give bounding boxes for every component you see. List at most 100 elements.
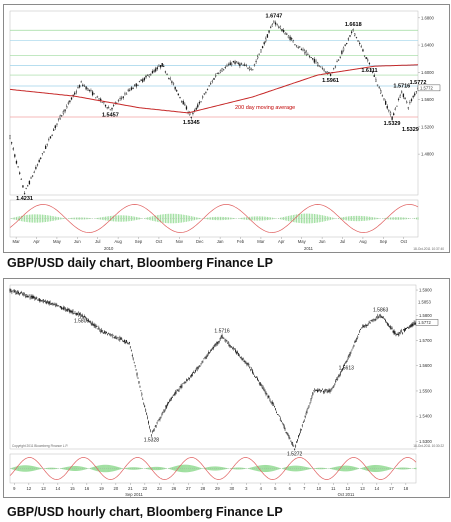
candle-body <box>109 334 111 337</box>
oscillator-bar <box>205 467 207 470</box>
oscillator-bar <box>172 466 174 471</box>
candle-body <box>289 36 291 40</box>
oscillator-bar <box>299 465 300 472</box>
candle-body <box>398 333 400 336</box>
oscillator-bar <box>412 218 414 219</box>
candle-body <box>406 328 407 330</box>
candle-body <box>93 93 95 95</box>
x-tick-label: Oct <box>400 239 407 244</box>
oscillator-bar <box>414 467 416 470</box>
oscillator-bar <box>370 216 372 221</box>
oscillator-bar <box>291 215 293 222</box>
x-tick-label: Jan <box>217 239 224 244</box>
candle-body <box>362 49 364 52</box>
candle-body <box>389 112 392 115</box>
oscillator-bar <box>381 465 383 472</box>
candle-body <box>270 400 272 402</box>
candle-body <box>30 295 32 297</box>
oscillator-bar <box>225 467 227 470</box>
x-tick-label: Nov <box>176 239 184 244</box>
candle-body <box>369 322 371 324</box>
oscillator-bar <box>287 466 289 471</box>
oscillator-bar <box>260 465 262 472</box>
candle-body <box>275 408 277 410</box>
candle-body <box>342 47 345 51</box>
candle-body <box>312 392 314 395</box>
candle-body <box>169 78 171 80</box>
oscillator-bar <box>273 466 275 471</box>
oscillator-bar <box>213 466 214 471</box>
candle-body <box>258 53 260 55</box>
candle-body <box>44 145 47 149</box>
candle-body <box>384 101 387 105</box>
candle-body <box>84 316 85 318</box>
x-tick-label: 13 <box>360 486 365 491</box>
candle-body <box>410 99 413 101</box>
candle-body <box>34 298 36 300</box>
oscillator-bar <box>409 218 411 219</box>
oscillator-bar <box>46 215 48 222</box>
candle-body <box>312 58 314 60</box>
oscillator-bar <box>134 467 136 470</box>
oscillator-bar <box>403 467 404 470</box>
candle-body <box>281 29 283 32</box>
candle-body <box>66 309 68 312</box>
candle-body <box>213 345 215 347</box>
candle-body <box>318 65 320 67</box>
oscillator-bar <box>385 466 386 471</box>
candle-body <box>188 378 190 380</box>
candle-body <box>89 321 91 323</box>
candle-body <box>370 68 372 71</box>
candle-body <box>406 326 408 328</box>
oscillator-bar <box>404 217 406 220</box>
pivot-label: 1.5772 <box>410 80 427 86</box>
oscillator-bar <box>308 467 310 470</box>
y-tick-label: 1.5900 <box>419 288 432 293</box>
oscillator-bar <box>360 215 362 222</box>
oscillator-bar <box>200 218 202 219</box>
candle-body <box>228 342 230 346</box>
candle-body <box>171 81 173 83</box>
oscillator-bar <box>317 214 319 223</box>
candle-body <box>143 77 146 81</box>
y-tick-label: 1.5500 <box>419 388 432 393</box>
oscillator-bar <box>189 464 190 473</box>
candle-body <box>185 106 188 110</box>
x-tick-label: Apr <box>33 239 40 244</box>
candle-body <box>153 70 155 72</box>
candle-body <box>135 369 137 371</box>
x-tick-label: May <box>53 239 62 244</box>
oscillator-bar <box>341 217 343 220</box>
oscillator-bar <box>257 216 259 221</box>
candle-body <box>148 421 149 424</box>
oscillator-bar <box>181 464 183 473</box>
candle-body <box>56 123 58 126</box>
candle-body <box>130 87 133 90</box>
oscillator-bar <box>401 467 403 470</box>
x-tick-label: 28 <box>201 486 206 491</box>
oscillator-bar <box>44 468 46 469</box>
candle-body <box>121 338 123 340</box>
candle-body <box>142 79 144 82</box>
candle-body <box>80 81 82 83</box>
candle-body <box>194 369 196 372</box>
oscillator-bar <box>191 465 192 472</box>
candle-body <box>359 42 361 44</box>
candle-body <box>185 381 187 384</box>
candle-body <box>316 389 318 391</box>
candle-body <box>99 329 101 331</box>
candle-body <box>205 357 207 359</box>
oscillator-bar <box>145 468 147 469</box>
candle-body <box>323 69 325 72</box>
candle-body <box>30 177 32 179</box>
oscillator-bar <box>81 466 83 471</box>
oscillator-bar <box>13 467 15 470</box>
candle-body <box>147 416 148 419</box>
candle-body <box>362 325 363 328</box>
candle-body <box>105 331 106 335</box>
candle-body <box>244 64 246 66</box>
candle-body <box>390 326 392 330</box>
oscillator-bar <box>346 465 348 472</box>
oscillator-bar <box>155 215 157 222</box>
candle-body <box>399 332 401 334</box>
